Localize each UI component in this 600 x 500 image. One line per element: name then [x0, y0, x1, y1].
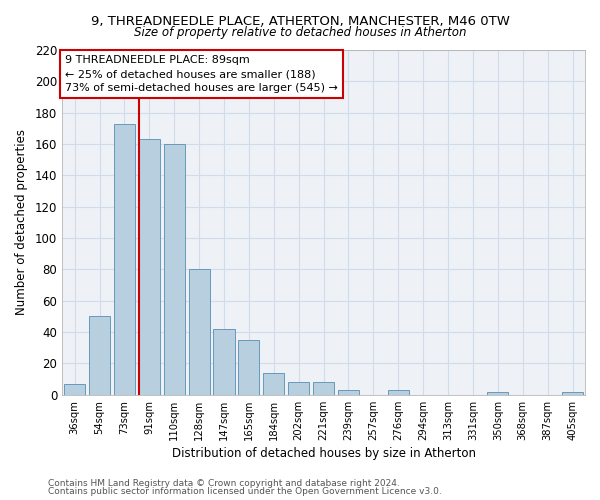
- Bar: [89, 316, 110, 395]
- Bar: [263, 373, 284, 395]
- Bar: [139, 140, 160, 395]
- Bar: [64, 384, 85, 395]
- Text: 9, THREADNEEDLE PLACE, ATHERTON, MANCHESTER, M46 0TW: 9, THREADNEEDLE PLACE, ATHERTON, MANCHES…: [91, 15, 509, 28]
- Bar: [214, 329, 235, 395]
- Y-axis label: Number of detached properties: Number of detached properties: [15, 130, 28, 316]
- Bar: [562, 392, 583, 395]
- Bar: [238, 340, 259, 395]
- Bar: [388, 390, 409, 395]
- Bar: [288, 382, 309, 395]
- Bar: [164, 144, 185, 395]
- Text: 9 THREADNEEDLE PLACE: 89sqm
← 25% of detached houses are smaller (188)
73% of se: 9 THREADNEEDLE PLACE: 89sqm ← 25% of det…: [65, 55, 338, 93]
- Bar: [313, 382, 334, 395]
- X-axis label: Distribution of detached houses by size in Atherton: Distribution of detached houses by size …: [172, 447, 476, 460]
- Text: Size of property relative to detached houses in Atherton: Size of property relative to detached ho…: [134, 26, 466, 39]
- Bar: [338, 390, 359, 395]
- Text: Contains HM Land Registry data © Crown copyright and database right 2024.: Contains HM Land Registry data © Crown c…: [48, 479, 400, 488]
- Bar: [114, 124, 135, 395]
- Text: Contains public sector information licensed under the Open Government Licence v3: Contains public sector information licen…: [48, 487, 442, 496]
- Bar: [188, 270, 209, 395]
- Bar: [487, 392, 508, 395]
